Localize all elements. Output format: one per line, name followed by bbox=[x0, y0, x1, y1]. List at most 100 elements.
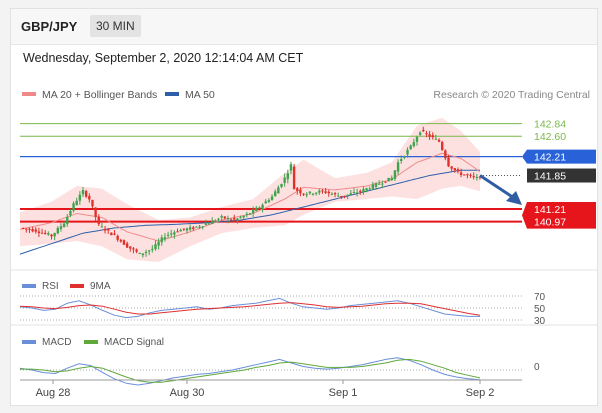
candle-body bbox=[327, 191, 330, 194]
candle-body bbox=[305, 194, 308, 196]
current-price-tag bbox=[527, 168, 596, 183]
resistance-level-label: 142.60 bbox=[534, 131, 566, 143]
candle-body bbox=[469, 174, 472, 176]
candle-body bbox=[223, 216, 226, 219]
candle-body bbox=[81, 190, 85, 195]
candle-body bbox=[236, 218, 239, 221]
candle-body bbox=[173, 232, 176, 235]
candle-body bbox=[84, 191, 88, 197]
candle-body bbox=[267, 200, 271, 202]
candle-body bbox=[292, 166, 296, 190]
candle-body bbox=[286, 173, 290, 180]
candle-body bbox=[103, 228, 107, 231]
candle-body bbox=[185, 228, 189, 231]
candle-body bbox=[160, 237, 163, 243]
candle-body bbox=[138, 252, 141, 254]
macd-line bbox=[19, 357, 481, 386]
candle-body bbox=[261, 204, 264, 209]
candle-body bbox=[59, 226, 63, 229]
candle-body bbox=[274, 191, 277, 197]
candle-body bbox=[91, 199, 94, 207]
candle-body bbox=[352, 192, 356, 194]
candle-body bbox=[277, 187, 280, 194]
candle-body bbox=[302, 193, 305, 195]
support-level-tag bbox=[522, 202, 596, 229]
candle-body bbox=[129, 246, 132, 249]
candle-body bbox=[56, 228, 60, 234]
candle-body bbox=[69, 211, 72, 216]
macd-legend-swatch bbox=[22, 340, 36, 344]
x-axis-tick-label: Sep 1 bbox=[329, 387, 358, 399]
ma20-legend-label: MA 20 + Bollinger Bands bbox=[42, 89, 157, 101]
support-level-label: 141.21 bbox=[534, 204, 566, 216]
candle-body bbox=[362, 189, 365, 193]
rsi-legend-swatch bbox=[22, 284, 36, 288]
candle-body bbox=[425, 133, 428, 135]
candle-body bbox=[318, 190, 321, 193]
candle-body bbox=[311, 193, 315, 195]
candle-body bbox=[280, 183, 283, 187]
candle-body bbox=[321, 190, 324, 192]
pivot-level-label: 142.21 bbox=[534, 152, 566, 164]
macd-legend-label: MACD bbox=[42, 337, 71, 348]
candle-body bbox=[94, 207, 97, 217]
candle-body bbox=[440, 141, 444, 151]
candle-body bbox=[349, 193, 353, 195]
candle-body bbox=[450, 166, 453, 169]
macd-signal-line bbox=[20, 358, 481, 383]
candle-body bbox=[406, 149, 409, 155]
candle-body bbox=[242, 215, 245, 218]
candle-body bbox=[447, 157, 450, 167]
candle-body bbox=[210, 220, 214, 224]
timeframe-badge[interactable]: 30 MIN bbox=[90, 15, 141, 37]
candle-body bbox=[66, 216, 69, 225]
candle-body bbox=[374, 183, 378, 187]
candle-body bbox=[475, 176, 479, 178]
candle-body bbox=[204, 223, 208, 225]
candle-body bbox=[182, 228, 186, 230]
macd-signal-legend-label: MACD Signal bbox=[104, 337, 164, 348]
x-axis-tick-label: Aug 28 bbox=[36, 387, 71, 399]
candle-body bbox=[166, 234, 170, 236]
support-level-label: 140.97 bbox=[534, 217, 566, 229]
candle-body bbox=[422, 129, 425, 132]
candle-body bbox=[220, 216, 223, 218]
timestamp: Wednesday, September 2, 2020 12:14:04 AM… bbox=[23, 51, 304, 65]
rsi-legend-label: RSI bbox=[42, 281, 59, 292]
candle-body bbox=[147, 250, 151, 252]
candle-body bbox=[368, 188, 371, 190]
candle-body bbox=[62, 223, 66, 228]
candle-body bbox=[88, 196, 91, 200]
candle-body bbox=[384, 181, 387, 183]
credit-label: Research © 2020 Trading Central bbox=[433, 89, 590, 101]
macd-zero-label: 0 bbox=[534, 362, 540, 373]
candle-body bbox=[403, 156, 406, 158]
candle-body bbox=[28, 228, 31, 230]
candle-body bbox=[110, 232, 113, 236]
forecast-arrow bbox=[479, 174, 515, 200]
candle-body bbox=[119, 239, 123, 242]
candle-body bbox=[456, 169, 460, 172]
bollinger-band bbox=[20, 117, 480, 263]
candle-body bbox=[330, 193, 334, 195]
candle-body bbox=[75, 200, 78, 206]
candle-body bbox=[463, 174, 466, 176]
candle-body bbox=[428, 134, 431, 137]
candle-body bbox=[170, 233, 173, 235]
candle-body bbox=[296, 188, 299, 191]
x-axis-tick-label: Aug 30 bbox=[170, 387, 205, 399]
rsi-level-label: 30 bbox=[534, 316, 546, 327]
rsi-ma-legend-swatch bbox=[70, 284, 84, 288]
candle-body bbox=[132, 248, 135, 250]
candle-body bbox=[72, 203, 75, 211]
candle-body bbox=[113, 233, 116, 235]
candle-body bbox=[396, 162, 400, 172]
candle-body bbox=[125, 243, 129, 248]
candle-body bbox=[264, 201, 267, 204]
candle-body bbox=[245, 214, 249, 216]
candle-body bbox=[418, 132, 422, 135]
candle-body bbox=[34, 229, 37, 232]
candle-body bbox=[217, 218, 220, 220]
candle-body bbox=[229, 219, 233, 221]
